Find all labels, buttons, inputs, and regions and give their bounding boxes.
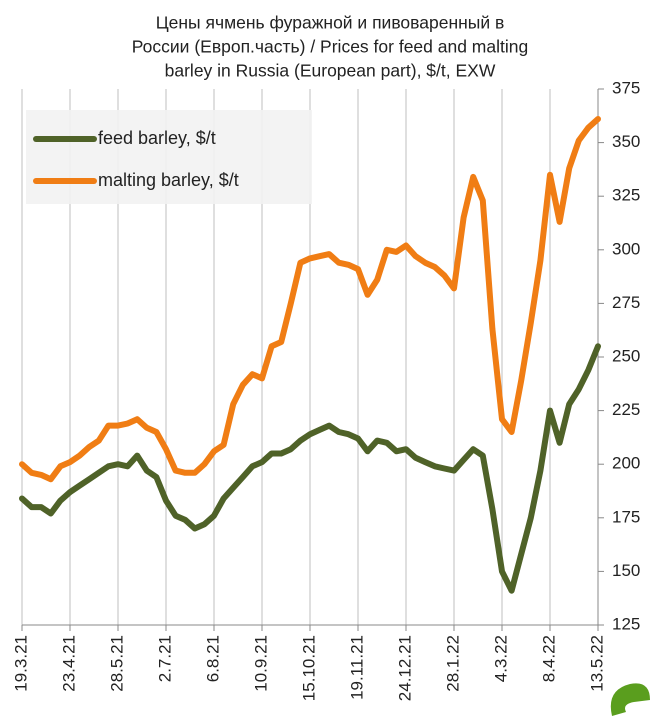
x-tick-label: 23.4.21 [59,635,78,692]
x-tick-label: 6.8.21 [203,635,222,682]
legend-box [26,110,312,204]
x-tick-label: 19.3.21 [11,635,30,692]
x-tick-label: 15.10.21 [299,635,318,701]
x-tick-label: 28.5.21 [107,635,126,692]
x-tick-label: 2.7.21 [155,635,174,682]
y-tick-label: 125 [612,614,640,633]
x-tick-label: 28.1.22 [443,635,462,692]
line-series [19,116,601,483]
line-series [19,343,601,594]
chart-title: barley in Russia (European part), $/t, E… [165,61,496,81]
y-tick-label: 250 [612,346,640,365]
y-tick-label: 275 [612,293,640,312]
chart-title: России (Европ.часть) / Prices for feed a… [132,37,528,57]
x-tick-label: 4.3.22 [491,635,510,682]
y-tick-label: 225 [612,400,640,419]
legend-label: feed barley, $/t [98,128,216,148]
x-tick-label: 8.4.22 [539,635,558,682]
y-tick-label: 200 [612,454,640,473]
logo [604,676,652,722]
x-tick-label: 10.9.21 [251,635,270,692]
legend: feed barley, $/t malting barley, $/t [26,110,312,204]
chart-title: Цены ячмень фуражной и пивоваренный в [156,13,505,33]
x-tick-label: 19.11.21 [347,635,366,700]
y-tick-label: 175 [612,507,640,526]
y-tick-label: 325 [612,186,640,205]
y-tick-label: 300 [612,239,640,258]
y-tick-label: 350 [612,132,640,151]
legend-label: malting barley, $/t [98,170,239,190]
y-tick-label: 375 [612,78,640,97]
x-tick-label: 13.5.22 [587,635,606,692]
x-tick-label: 24.12.21 [395,635,414,701]
y-tick-label: 150 [612,561,640,580]
